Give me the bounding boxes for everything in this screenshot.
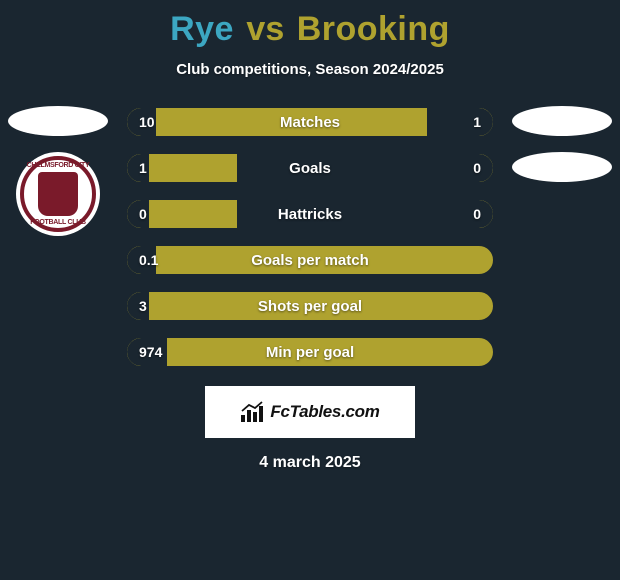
main-area: CHELMSFORD CITY FOOTBALL CLUB 101Matches… <box>0 106 620 368</box>
left-avatar-column: CHELMSFORD CITY FOOTBALL CLUB <box>8 106 108 236</box>
club-badge-text-top: CHELMSFORD CITY <box>24 162 92 169</box>
club-badge-ring: CHELMSFORD CITY FOOTBALL CLUB <box>20 156 96 232</box>
stat-bar: 00Hattricks <box>125 198 495 230</box>
stat-label: Hattricks <box>127 206 493 223</box>
title-separator: vs <box>246 10 284 48</box>
player1-club-badge: CHELMSFORD CITY FOOTBALL CLUB <box>16 152 100 236</box>
player2-avatar-placeholder <box>512 106 612 136</box>
fctables-logo-text: FcTables.com <box>270 402 379 422</box>
stat-bar: 974Min per goal <box>125 336 495 368</box>
date-line: 4 march 2025 <box>0 454 620 472</box>
stat-label: Min per goal <box>127 344 493 361</box>
subtitle: Club competitions, Season 2024/2025 <box>0 61 620 78</box>
stat-label: Goals <box>127 160 493 177</box>
stat-bar: 10Goals <box>125 152 495 184</box>
club-badge-text-bottom: FOOTBALL CLUB <box>24 219 92 226</box>
stat-bar: 0.1Goals per match <box>125 244 495 276</box>
player1-avatar-placeholder <box>8 106 108 136</box>
right-avatar-column <box>512 106 612 182</box>
stat-bars-container: 101Matches 10Goals 00Hattricks 0.1Goals per… <box>125 106 495 368</box>
club-badge-shield <box>38 172 78 216</box>
fctables-logo-box: FcTables.com <box>205 386 415 438</box>
fctables-chart-icon <box>240 401 264 423</box>
player1-name: Rye <box>170 10 234 48</box>
stat-bar: 3Shots per goal <box>125 290 495 322</box>
player2-club-placeholder <box>512 152 612 182</box>
stat-label: Shots per goal <box>127 298 493 315</box>
stat-label: Goals per match <box>127 252 493 269</box>
stat-label: Matches <box>127 114 493 131</box>
player2-name: Brooking <box>297 10 450 48</box>
stat-bar: 101Matches <box>125 106 495 138</box>
title-row: Rye vs Brooking <box>0 0 620 49</box>
